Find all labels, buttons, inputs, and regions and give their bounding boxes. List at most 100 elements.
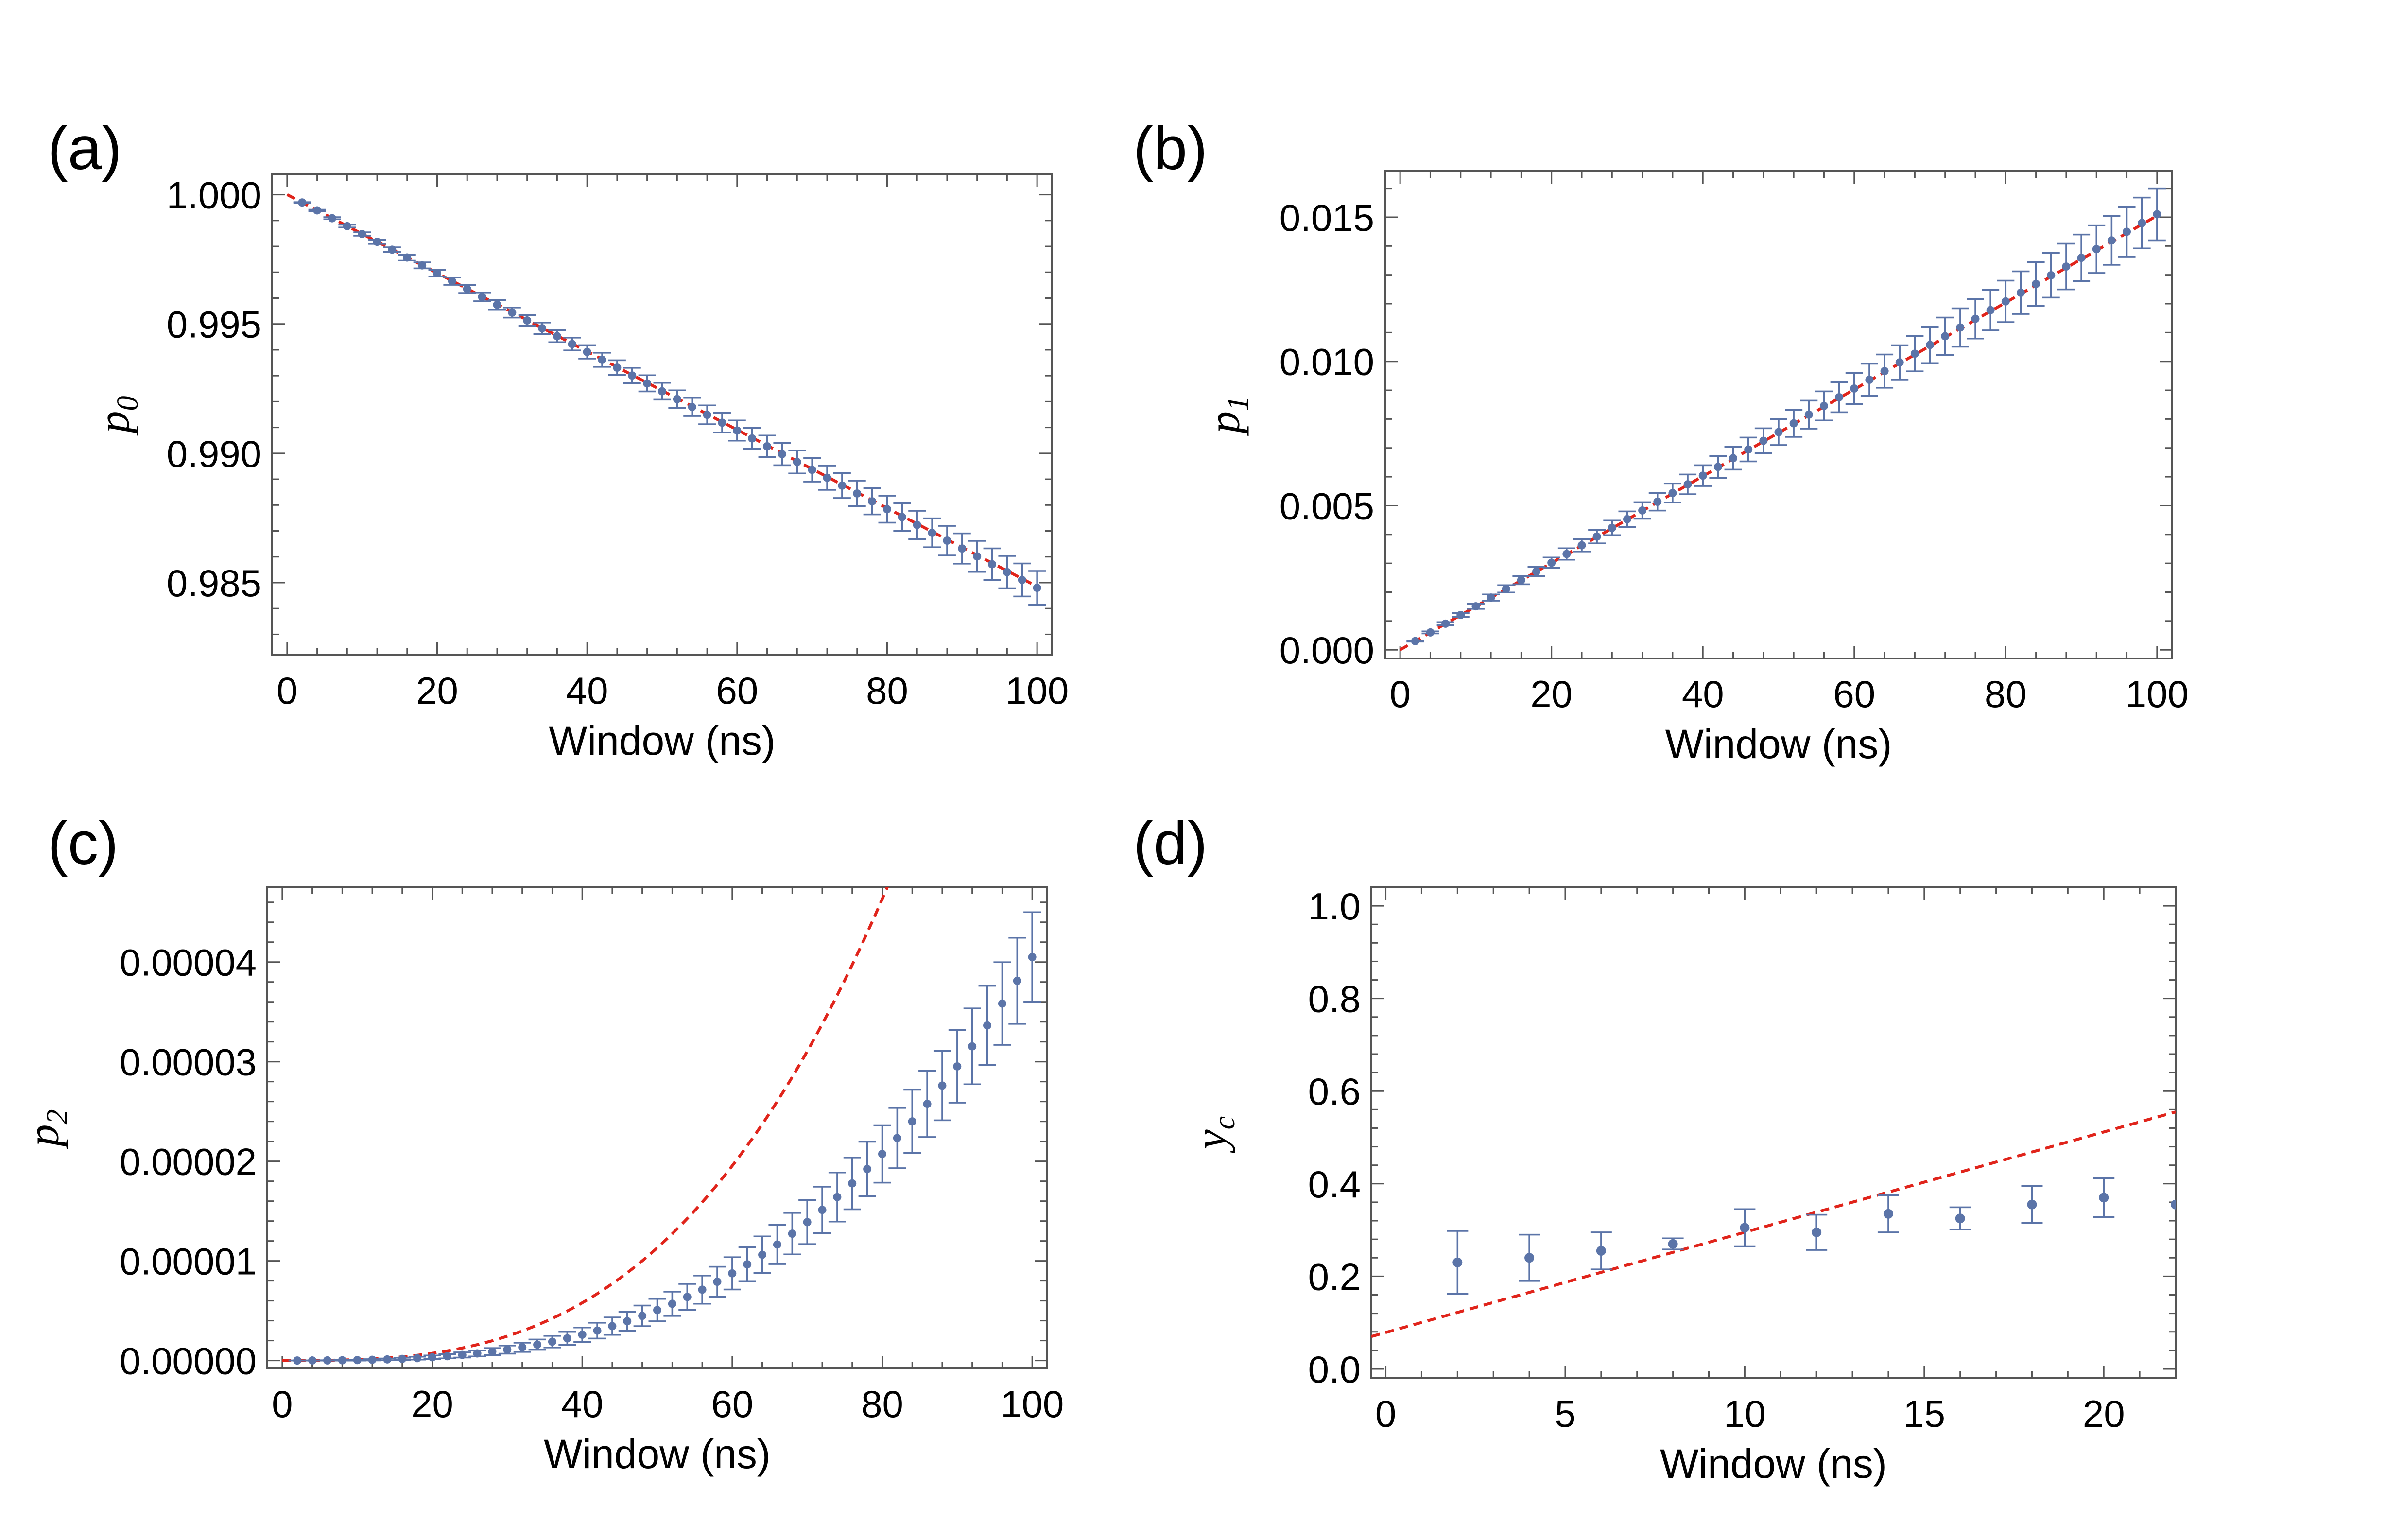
fit-curve [282, 887, 889, 1362]
panel-label-d: (d) [1133, 810, 1208, 877]
y-tick-label: 0.00001 [120, 1240, 257, 1283]
y-tick-label: 0.0 [1308, 1348, 1361, 1391]
data-point [818, 1206, 827, 1214]
data-point [928, 528, 936, 537]
data-point [563, 1334, 571, 1343]
data-point [478, 293, 486, 301]
data-point [2092, 245, 2101, 254]
x-tick-label: 20 [1530, 673, 1573, 715]
data-point [1910, 349, 1919, 358]
data-point [338, 1356, 346, 1365]
data-point [863, 1165, 872, 1174]
data-point [1013, 976, 1021, 985]
data-point [668, 1299, 676, 1308]
data-point [583, 347, 591, 356]
data-point [853, 489, 862, 498]
data-point [908, 1117, 916, 1126]
data-point [953, 1062, 962, 1071]
x-tick-label: 40 [561, 1383, 604, 1425]
data-point [1850, 384, 1859, 393]
data-point [1789, 419, 1798, 428]
data-point [1880, 367, 1889, 376]
data-point [703, 411, 711, 419]
x-tick-label: 60 [716, 669, 758, 712]
data-point [848, 1179, 857, 1188]
y-axis-label-subscript: c [1208, 1116, 1241, 1130]
data-point [433, 269, 442, 277]
data-point [493, 300, 501, 309]
panel-label-a: (a) [48, 115, 122, 182]
data-point [488, 1347, 497, 1356]
y-tick-label: 0.995 [167, 303, 261, 346]
data-point [1608, 523, 1616, 532]
data-point [673, 395, 681, 403]
data-point [1955, 1213, 1965, 1224]
plot-frame-c [266, 886, 1048, 1369]
data-point [1441, 619, 1450, 628]
data-point [538, 324, 547, 333]
data-point [998, 999, 1006, 1008]
data-point [803, 1218, 812, 1227]
x-axis-label: Window (ns) [549, 718, 776, 763]
data-point [878, 1150, 886, 1159]
y-tick-label: 0.00000 [120, 1340, 257, 1383]
x-axis-label: Window (ns) [544, 1431, 771, 1477]
data-point [1487, 593, 1495, 602]
data-point [548, 1337, 556, 1346]
data-point [1698, 471, 1707, 480]
y-tick-label: 0.8 [1308, 978, 1361, 1021]
data-point [793, 458, 801, 467]
fit-curve [1371, 1110, 2176, 1338]
data-point [968, 1042, 977, 1051]
data-point [508, 308, 517, 317]
data-point [728, 1269, 737, 1278]
panel-b: (b) 0 20 40 60 80 100 0.000 0.005 0.010 0.015 Wind… [1133, 115, 2189, 767]
x-tick-label: 0 [272, 1383, 293, 1425]
data-point [1524, 1253, 1535, 1263]
data-point [343, 222, 351, 230]
data-point [743, 1260, 752, 1269]
data-point [938, 1081, 947, 1090]
data-point [458, 1350, 467, 1359]
data-point [1623, 515, 1631, 523]
x-tick-label: 15 [1903, 1392, 1945, 1435]
data-point [383, 1355, 392, 1364]
data-point [778, 450, 786, 459]
y-tick-label: 0.00004 [120, 941, 257, 984]
data-point [683, 1293, 692, 1301]
data-point [308, 1356, 317, 1365]
y-axis-label-subscript: 2 [41, 1109, 74, 1125]
data-point [1744, 445, 1753, 454]
y-tick-label: 0.00003 [120, 1041, 257, 1084]
plot-frame-a [271, 173, 1053, 656]
data-point [983, 1021, 992, 1030]
y-tick-label: 0.000 [1279, 629, 1374, 672]
data-point [1774, 428, 1783, 436]
data-point [388, 245, 397, 254]
data-point [1956, 323, 1965, 332]
data-point [473, 1349, 482, 1358]
data-point [1596, 1246, 1606, 1256]
data-point [1883, 1209, 1893, 1219]
data-point [578, 1330, 587, 1339]
data-point [518, 1343, 527, 1351]
data-point [1547, 558, 1556, 567]
data-point [748, 434, 757, 443]
data-point [758, 1250, 767, 1259]
data-point [2047, 271, 2056, 279]
data-point [598, 355, 606, 364]
data-point [923, 1100, 932, 1108]
data-point [443, 1352, 451, 1361]
x-tick-label: 10 [1724, 1392, 1766, 1435]
data-point [1835, 393, 1844, 401]
x-tick-label: 100 [1005, 669, 1069, 712]
data-point [1592, 532, 1601, 541]
data-point [1812, 1227, 1822, 1237]
data-point [553, 332, 561, 341]
data-point [808, 466, 816, 474]
data-point [373, 238, 381, 246]
data-point [2107, 236, 2116, 245]
data-point [658, 387, 666, 396]
data-point [1028, 952, 1037, 961]
